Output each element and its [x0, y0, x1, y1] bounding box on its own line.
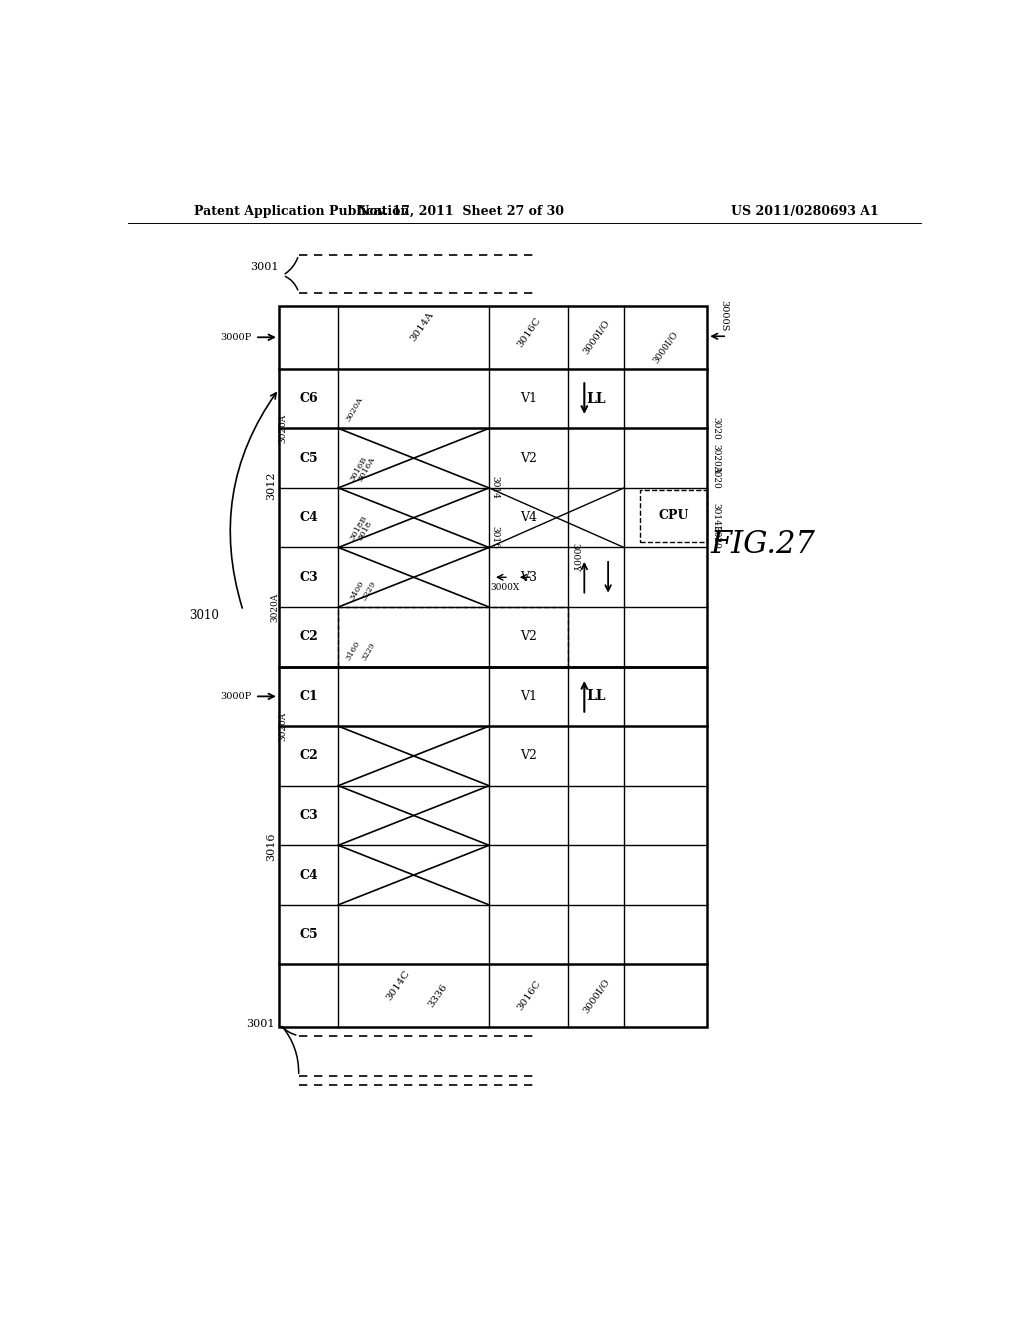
Text: 3020A: 3020A [712, 445, 720, 474]
Text: V3: V3 [520, 570, 538, 583]
Text: 3012: 3012 [266, 473, 275, 500]
Text: 3010: 3010 [189, 610, 219, 622]
Text: FIG.27: FIG.27 [711, 529, 815, 560]
Text: V2: V2 [520, 631, 538, 643]
Text: V2: V2 [520, 750, 538, 763]
Text: C6: C6 [299, 392, 317, 405]
Text: 3016A: 3016A [355, 455, 376, 483]
Bar [338, 607, 568, 667]
Text: C2: C2 [299, 631, 317, 643]
Text: 3001: 3001 [250, 263, 279, 272]
Text: 3001: 3001 [247, 1019, 274, 1030]
Text: 3000I/O: 3000I/O [582, 977, 611, 1015]
Text: 3014: 3014 [490, 477, 500, 499]
Text: 3229: 3229 [359, 579, 377, 602]
Text: US 2011/0280693 A1: US 2011/0280693 A1 [731, 205, 879, 218]
Bar [640, 490, 708, 543]
Text: Nov. 17, 2011  Sheet 27 of 30: Nov. 17, 2011 Sheet 27 of 30 [358, 205, 564, 218]
Text: V2: V2 [520, 451, 538, 465]
Text: 3160: 3160 [344, 639, 361, 661]
Text: LL: LL [587, 392, 606, 405]
Bar [279, 306, 708, 667]
Text: 3020A: 3020A [344, 396, 365, 424]
Text: 3018B: 3018B [348, 515, 369, 543]
Text: 3000P: 3000P [220, 333, 251, 342]
Text: 3020: 3020 [712, 525, 720, 549]
Text: CPU: CPU [658, 510, 689, 523]
Text: 3000P: 3000P [220, 692, 251, 701]
Text: 3000I/O: 3000I/O [651, 330, 680, 366]
Text: C4: C4 [299, 511, 317, 524]
Text: 3016: 3016 [266, 833, 275, 861]
Text: V1: V1 [520, 690, 538, 702]
Text: C3: C3 [299, 809, 317, 822]
Text: LL: LL [587, 689, 606, 704]
Text: 3014A: 3014A [409, 310, 435, 343]
Text: 3229: 3229 [359, 640, 377, 661]
Text: 3000Y: 3000Y [570, 544, 579, 572]
Text: 3014C: 3014C [384, 969, 412, 1002]
Text: 3016C: 3016C [515, 315, 543, 348]
Text: 3400: 3400 [348, 579, 366, 602]
Text: 3016: 3016 [490, 525, 500, 549]
Bar [279, 667, 708, 1027]
Text: 3016B: 3016B [348, 455, 369, 483]
Text: C5: C5 [299, 928, 317, 941]
Text: V4: V4 [520, 511, 538, 524]
Text: 3000X: 3000X [490, 583, 520, 591]
Text: 3016C: 3016C [515, 979, 543, 1012]
Text: 3020: 3020 [712, 417, 720, 440]
Text: 3336: 3336 [426, 982, 449, 1010]
Text: 3020A: 3020A [270, 593, 280, 622]
Text: 3000S: 3000S [719, 300, 728, 331]
Text: C2: C2 [299, 750, 317, 763]
Text: C1: C1 [299, 690, 317, 702]
Text: 3020A: 3020A [279, 711, 288, 741]
Text: 3014B: 3014B [712, 503, 720, 532]
Text: V1: V1 [520, 392, 538, 405]
Text: C3: C3 [299, 570, 317, 583]
Text: C5: C5 [299, 451, 317, 465]
Text: 3020A: 3020A [279, 413, 288, 444]
Text: 3020: 3020 [712, 466, 720, 490]
Text: Patent Application Publication: Patent Application Publication [194, 205, 410, 218]
Text: 3018: 3018 [355, 520, 374, 543]
Text: 3000I/O: 3000I/O [582, 318, 611, 356]
Text: C4: C4 [299, 869, 317, 882]
